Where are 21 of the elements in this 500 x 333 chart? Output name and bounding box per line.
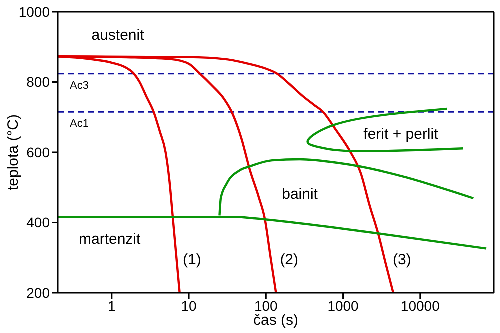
x-tick-label: 10 bbox=[181, 298, 198, 314]
annotation: ferit + perlit bbox=[364, 126, 440, 143]
annotation: (1) bbox=[183, 251, 202, 268]
annotation: (3) bbox=[392, 251, 412, 268]
y-tick-label: 1000 bbox=[18, 4, 50, 20]
x-tick-label: 10000 bbox=[400, 298, 440, 314]
x-tick-label: 1000 bbox=[328, 298, 360, 314]
ref-line-label: Ac3 bbox=[70, 80, 89, 92]
x-tick-label: 100 bbox=[254, 298, 278, 314]
annotation: (2) bbox=[280, 251, 299, 268]
ref-line-label: Ac1 bbox=[70, 118, 89, 130]
x-axis-title: čas (s) bbox=[254, 312, 299, 329]
y-tick-label: 800 bbox=[26, 74, 50, 90]
y-tick-label: 600 bbox=[26, 144, 50, 160]
annotation: martenzit bbox=[78, 231, 142, 248]
annotation: bainit bbox=[282, 186, 319, 203]
x-tick-label: 1 bbox=[108, 298, 116, 314]
y-tick-label: 200 bbox=[26, 284, 50, 301]
y-axis-title: teplota (°C) bbox=[5, 114, 22, 191]
annotation: austenit bbox=[92, 26, 146, 44]
y-tick-label: 400 bbox=[26, 214, 50, 231]
